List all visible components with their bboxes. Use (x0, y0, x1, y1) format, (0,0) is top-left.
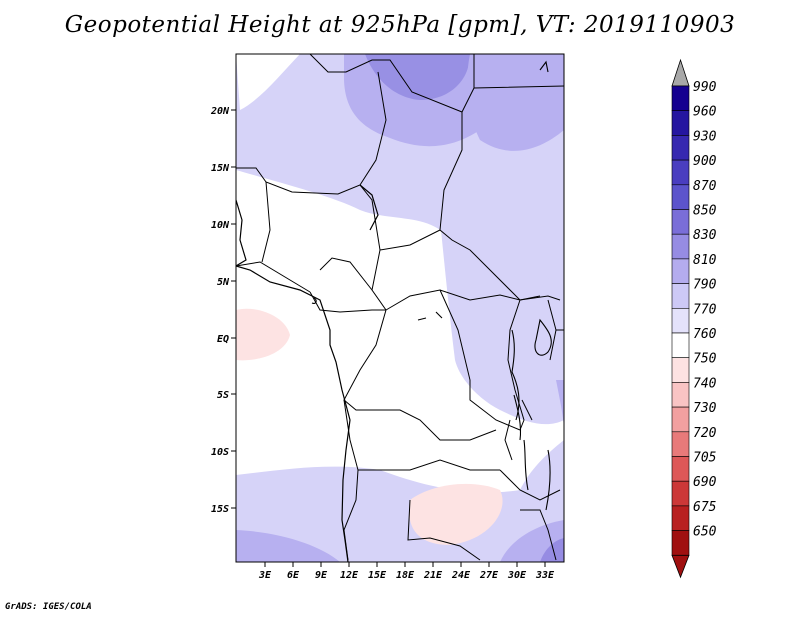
lon-label: 30E (507, 570, 527, 581)
lon-label: 3E (258, 570, 272, 581)
lat-label: 15N (211, 163, 230, 174)
lat-label: 5N (217, 277, 230, 288)
colorbar-label: 750 (693, 352, 717, 367)
colorbar-swatch (671, 431, 690, 457)
latitude-labels: 20N 15N 10N 5N EQ 5S 10S 15S (210, 106, 230, 515)
colorbar-label: 705 (693, 451, 717, 466)
map-frame (235, 53, 565, 563)
colorbar-label: 720 (693, 426, 717, 441)
colorbar-label: 850 (693, 204, 717, 219)
colorbar-label: 740 (693, 376, 717, 391)
colorbar-label: 790 (693, 278, 717, 293)
fill-830-north (365, 54, 470, 100)
colorbar-label: 675 (693, 500, 717, 515)
grads-credit: GrADS: IGES/COLA (5, 602, 92, 612)
lat-label: 10N (211, 220, 230, 231)
lakes (311, 60, 552, 511)
lat-label: EQ (217, 334, 229, 345)
fill-810-northeast (467, 54, 564, 151)
colorbar-label: 870 (693, 179, 717, 194)
fill-750-south (409, 483, 503, 545)
colorbar-swatch (671, 258, 690, 284)
colorbar-swatch (671, 135, 690, 161)
fill-790-east (440, 217, 564, 425)
lon-label: 9E (315, 570, 328, 581)
fill-810-southwest (236, 530, 340, 562)
lon-label: 6E (287, 570, 300, 581)
colorbar-swatch (671, 159, 690, 186)
colorbar: 990 960 930 900 870 850 830 810 790 770 760 750 740 7… (671, 58, 717, 579)
colorbar-swatch (671, 530, 690, 556)
axis-ticks (231, 109, 546, 567)
colorbar-label: 650 (693, 525, 717, 540)
colorbar-label: 730 (693, 401, 717, 416)
lat-label: 10S (211, 447, 229, 458)
colorbar-label: 990 (693, 80, 717, 95)
colorbar-swatch (671, 332, 690, 359)
colorbar-swatch (671, 307, 690, 334)
colorbar-label: 960 (693, 105, 717, 120)
chart-title: Geopotential Height at 925hPa [gpm], VT:… (64, 12, 736, 38)
colorbar-label: 830 (693, 228, 717, 243)
colorbar-label: 810 (693, 253, 717, 268)
colorbar-top-arrow (671, 58, 690, 87)
lon-label: 24E (451, 570, 471, 581)
colorbar-swatch (671, 110, 690, 136)
lon-label: 15E (368, 570, 387, 581)
lat-label: 5S (217, 390, 229, 401)
fill-white-north (236, 54, 300, 110)
fill-810-east (556, 380, 564, 430)
fill-830-southeast (540, 538, 564, 562)
fill-750-west (236, 308, 290, 361)
height-field (236, 54, 564, 562)
colorbar-swatch (671, 505, 690, 531)
colorbar-swatch (671, 209, 690, 235)
lon-label: 21E (423, 570, 443, 581)
longitude-labels: 3E 6E 9E 12E 15E 18E 21E 24E 27E 30E 33E (258, 570, 555, 581)
colorbar-label: 930 (693, 129, 717, 144)
colorbar-swatch (671, 382, 690, 408)
colorbar-swatch (671, 283, 690, 309)
colorbar-label: 770 (693, 302, 717, 317)
colorbar-swatch (671, 233, 690, 260)
colorbar-swatch (671, 85, 690, 112)
colorbar-label: 900 (693, 154, 717, 169)
coastline (236, 184, 379, 562)
colorbar-label: 760 (693, 327, 717, 342)
lon-label: 33E (535, 570, 555, 581)
country-borders (236, 54, 564, 561)
lat-label: 20N (210, 106, 230, 117)
lat-label: 15S (211, 504, 229, 515)
colorbar-swatch (671, 456, 690, 482)
colorbar-label: 690 (693, 475, 717, 490)
colorbar-swatch (671, 184, 690, 210)
colorbar-swatch (671, 357, 690, 383)
colorbar-bottom-arrow (671, 554, 690, 579)
colorbar-swatch (671, 406, 690, 433)
lon-label: 27E (479, 570, 499, 581)
lon-label: 18E (396, 570, 415, 581)
colorbar-swatch (671, 480, 690, 507)
lon-label: 12E (340, 570, 359, 581)
